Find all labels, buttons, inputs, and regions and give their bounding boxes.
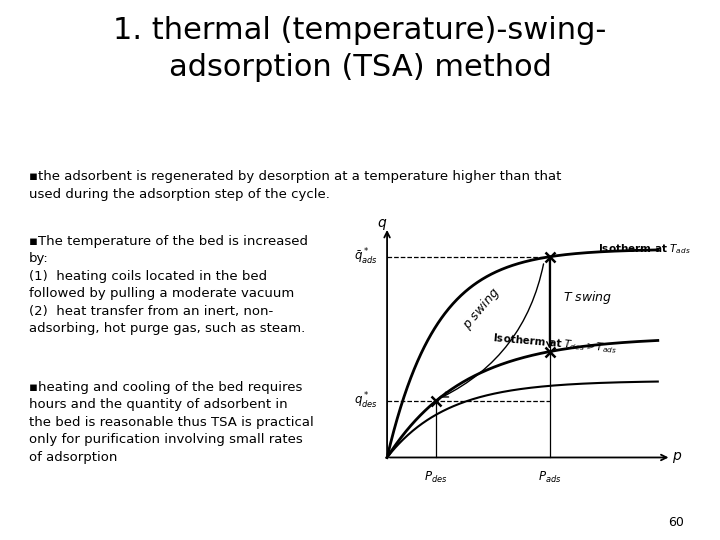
Text: $q^*_{des}$: $q^*_{des}$ — [354, 391, 377, 411]
Text: $T$ swing: $T$ swing — [563, 289, 612, 306]
Text: ▪the adsorbent is regenerated by desorption at a temperature higher than that
us: ▪the adsorbent is regenerated by desorpt… — [29, 170, 561, 200]
Text: $p$: $p$ — [672, 450, 682, 465]
Text: $P_{des}$: $P_{des}$ — [424, 470, 448, 484]
Text: $p$ swing: $p$ swing — [459, 284, 504, 333]
Text: 1. thermal (temperature)-swing-
adsorption (TSA) method: 1. thermal (temperature)-swing- adsorpti… — [113, 16, 607, 82]
Text: 60: 60 — [668, 516, 684, 529]
Text: $\bar{q}^*_{ads}$: $\bar{q}^*_{ads}$ — [354, 247, 377, 267]
Text: ▪The temperature of the bed is increased
by:
(1)  heating coils located in the b: ▪The temperature of the bed is increased… — [29, 235, 308, 335]
Text: Isotherm at $T_{des}$$>$$T_{ads}$: Isotherm at $T_{des}$$>$$T_{ads}$ — [492, 331, 617, 356]
Text: ▪heating and cooling of the bed requires
hours and the quantity of adsorbent in
: ▪heating and cooling of the bed requires… — [29, 381, 313, 464]
Text: Isotherm at $T_{ads}$: Isotherm at $T_{ads}$ — [598, 242, 691, 256]
Text: $P_{ads}$: $P_{ads}$ — [538, 470, 561, 484]
Text: $q$: $q$ — [377, 218, 387, 232]
